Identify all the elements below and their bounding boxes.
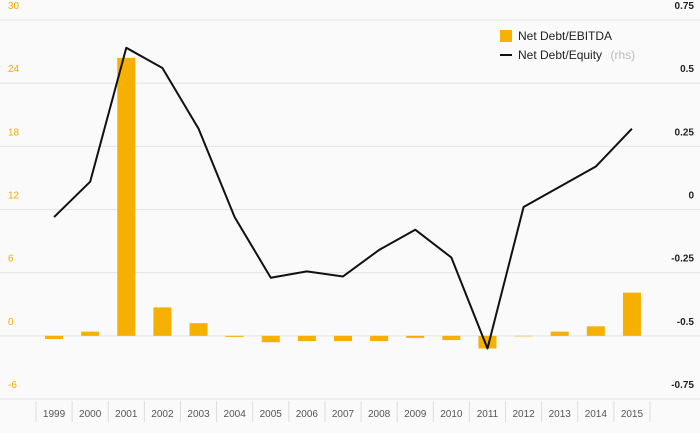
bar bbox=[225, 335, 244, 337]
bar bbox=[117, 57, 136, 336]
axes: -6 0 6 12 18 24 30 -0.75 -0.5 -0.25 0 0.25 0.5 0.75 19… bbox=[8, 1, 694, 422]
bar-series-net-debt-ebitda bbox=[45, 57, 641, 349]
y-left-tick-label: 30 bbox=[8, 1, 20, 12]
y-left-tick-label: 12 bbox=[8, 191, 20, 202]
bar bbox=[45, 335, 64, 339]
bar bbox=[81, 331, 100, 336]
bar bbox=[442, 335, 461, 341]
y-left-tick-label: 24 bbox=[8, 64, 20, 75]
bar bbox=[586, 326, 605, 336]
line-path bbox=[53, 46, 633, 350]
bar bbox=[297, 335, 316, 342]
x-tick-label: 2001 bbox=[115, 409, 138, 420]
gridlines bbox=[0, 19, 700, 400]
y-left-tick-label: -6 bbox=[8, 380, 17, 391]
bar bbox=[514, 335, 533, 337]
x-tick-label: 2015 bbox=[621, 409, 644, 420]
x-tick-label: 2005 bbox=[260, 409, 283, 420]
legend: Net Debt/EBITDA Net Debt/Equity (rhs) bbox=[500, 29, 635, 63]
x-tick-label: 2010 bbox=[440, 409, 463, 420]
y-right-tick-label: 0.5 bbox=[680, 64, 694, 75]
x-tick-label: 2007 bbox=[332, 409, 355, 420]
legend-label-line-suffix: (rhs) bbox=[611, 48, 636, 62]
legend-label-line: Net Debt/Equity (rhs) bbox=[518, 46, 635, 63]
bar bbox=[550, 331, 569, 336]
bar bbox=[261, 335, 280, 343]
y-left-tick-label: 18 bbox=[8, 127, 20, 138]
y-right-tick-label: 0 bbox=[688, 191, 694, 202]
x-tick-label: 2006 bbox=[296, 409, 319, 420]
line-series-net-debt-equity bbox=[53, 46, 633, 350]
legend-label-bar: Net Debt/EBITDA bbox=[518, 29, 612, 43]
bar bbox=[334, 335, 352, 342]
x-tick-label: 2004 bbox=[224, 409, 247, 420]
x-tick-label: 2003 bbox=[187, 409, 210, 420]
y-right-tick-label: -0.5 bbox=[677, 317, 695, 328]
legend-swatch-bar bbox=[500, 30, 512, 42]
bar bbox=[370, 335, 389, 342]
y-left-tick-label: 0 bbox=[8, 317, 14, 328]
x-tick-label: 2008 bbox=[368, 409, 391, 420]
x-tick-label: 2011 bbox=[477, 409, 499, 420]
x-tick-label: 2013 bbox=[549, 409, 572, 420]
bar bbox=[189, 323, 208, 336]
y-right-tick-label: -0.75 bbox=[671, 380, 694, 391]
bar bbox=[622, 292, 641, 336]
bar bbox=[406, 335, 425, 338]
x-tick-label: 2009 bbox=[404, 409, 427, 420]
x-tick-label: 2014 bbox=[585, 409, 608, 420]
y-left-tick-label: 6 bbox=[8, 254, 14, 265]
x-tick-label: 2002 bbox=[151, 409, 174, 420]
y-right-tick-label: -0.25 bbox=[671, 254, 694, 265]
bar bbox=[153, 307, 172, 336]
x-tick-label: 2000 bbox=[79, 409, 102, 420]
x-tick-label: 1999 bbox=[43, 409, 66, 420]
legend-label-line-name: Net Debt/Equity bbox=[518, 48, 602, 62]
y-right-tick-label: 0.25 bbox=[675, 127, 695, 138]
y-right-tick-label: 0.75 bbox=[675, 1, 695, 12]
x-tick-label: 2012 bbox=[512, 409, 535, 420]
